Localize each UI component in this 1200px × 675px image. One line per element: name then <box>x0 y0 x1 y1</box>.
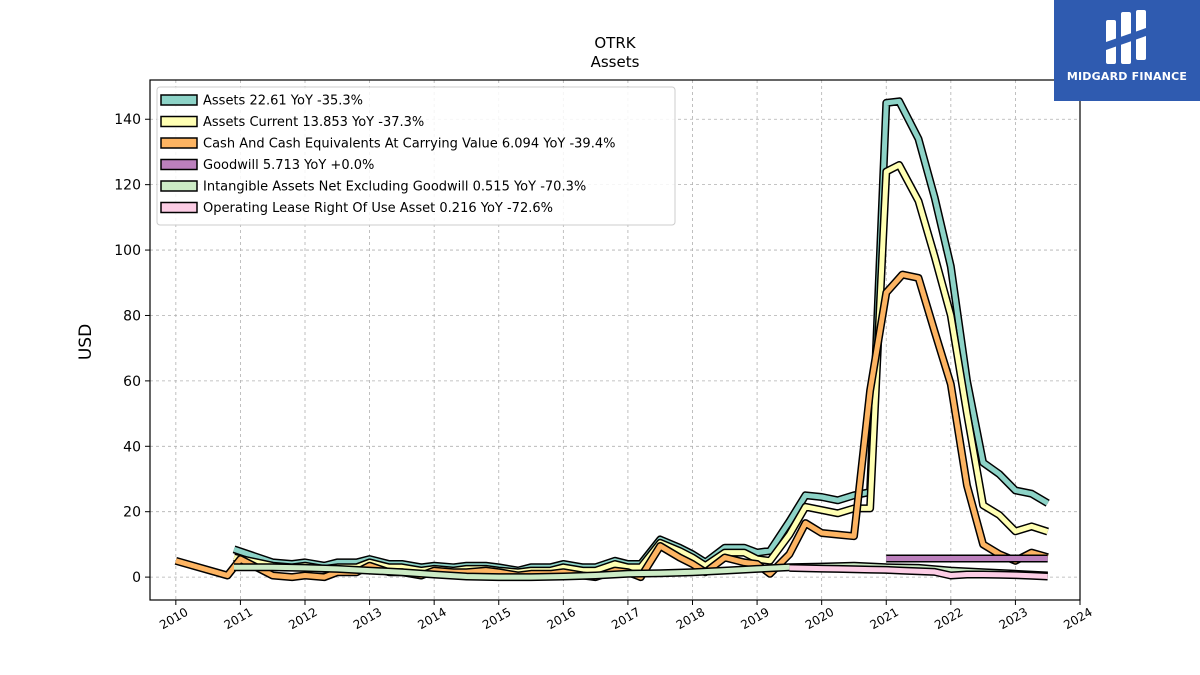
y-tick-label: 80 <box>123 308 141 324</box>
y-tick-label: 40 <box>123 439 141 455</box>
x-tick-label: 2021 <box>868 605 901 632</box>
y-tick-label: 100 <box>114 243 141 259</box>
x-tick-label: 2023 <box>997 605 1030 632</box>
legend-swatch <box>160 94 198 106</box>
legend: Assets 22.61 YoY -35.3% Assets Current 13… <box>156 86 676 226</box>
x-tick-label: 2015 <box>480 605 513 632</box>
y-tick-label: 0 <box>132 570 141 586</box>
x-tick-label: 2022 <box>932 605 965 632</box>
legend-label: Goodwill 5.713 YoY +0.0% <box>203 158 374 173</box>
x-tick-label: 2019 <box>738 605 771 632</box>
x-tick-label: 2024 <box>1061 605 1094 632</box>
legend-swatch <box>160 158 198 171</box>
legend-swatch <box>160 115 198 128</box>
y-tick-label: 20 <box>123 505 141 521</box>
series-line-outline-cash-and-cash-equivalents-at-carrying-value <box>174 270 1049 582</box>
brand-logo: MIDGARD FINANCE <box>1054 0 1200 101</box>
legend-label: Cash And Cash Equivalents At Carrying Va… <box>203 137 615 152</box>
chart-subtitle: Assets <box>591 53 640 71</box>
x-tick-label: 2016 <box>545 605 578 632</box>
x-tick-label: 2012 <box>286 605 319 632</box>
series-line-cash-and-cash-equivalents-at-carrying-value <box>175 272 1049 580</box>
series-group <box>174 97 1050 582</box>
legend-label: Assets Current 13.853 YoY -37.3% <box>203 115 424 130</box>
series-line-assets-current <box>233 162 1049 575</box>
y-tick-label: 140 <box>114 112 141 128</box>
x-tick-label: 2011 <box>222 605 255 632</box>
x-axis: 2010 2011 2012 2013 2014 2015 2016 2017 2018 2019… <box>157 600 1095 632</box>
chart-title: OTRK <box>594 34 636 52</box>
legend-label: Operating Lease Right Of Use Asset 0.216… <box>203 201 553 216</box>
y-tick-label: 60 <box>123 374 141 390</box>
legend-label: Assets 22.61 YoY -35.3% <box>203 94 363 109</box>
brand-mark-icon <box>1106 10 1146 64</box>
legend-swatch <box>160 137 198 149</box>
x-tick-label: 2020 <box>803 605 836 632</box>
y-axis: 0 20 40 60 80 100 120 140 <box>114 112 150 586</box>
legend-swatch <box>160 180 198 192</box>
plot-frame <box>149 79 1081 601</box>
x-tick-label: 2013 <box>351 605 384 632</box>
legend-frame <box>156 86 676 226</box>
legend-label: Intangible Assets Net Excluding Goodwill… <box>203 180 586 195</box>
series-line-operating-lease-right-of-use-asset <box>789 565 1048 579</box>
x-tick-label: 2014 <box>415 605 448 632</box>
x-tick-label: 2010 <box>157 605 190 632</box>
legend-swatch <box>160 201 198 214</box>
x-tick-label: 2018 <box>674 605 707 632</box>
y-tick-label: 120 <box>114 178 141 194</box>
x-tick-label: 2017 <box>609 605 642 632</box>
brand-name: MIDGARD FINANCE <box>1066 70 1188 83</box>
y-axis-label: USD <box>76 324 96 360</box>
